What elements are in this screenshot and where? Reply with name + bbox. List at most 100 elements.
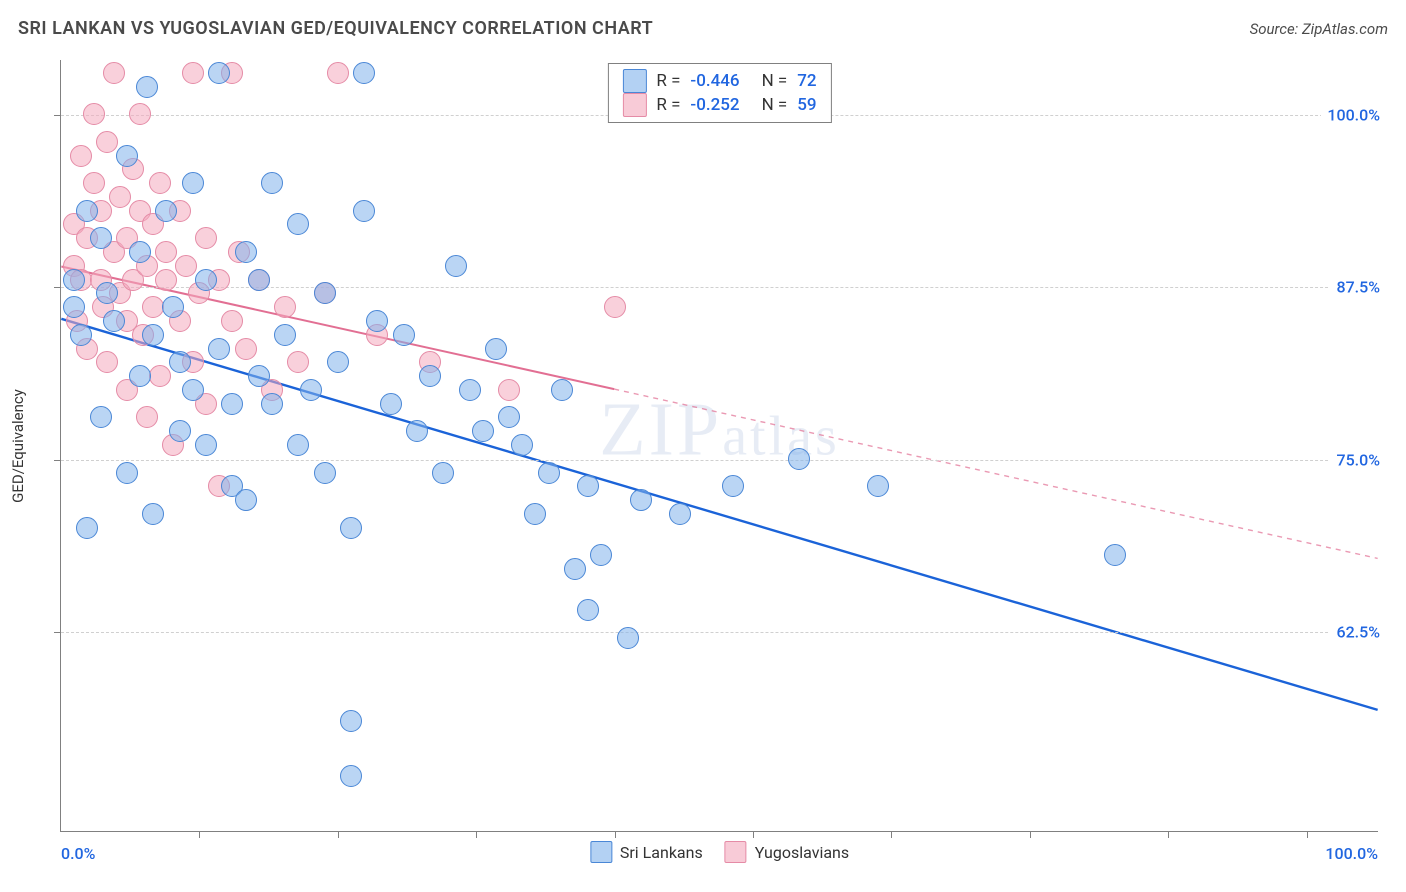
scatter-point-blue (590, 544, 612, 566)
legend-r-key: R = (656, 95, 680, 115)
scatter-point-pink (149, 365, 171, 387)
legend-n-key: N = (762, 95, 788, 115)
legend-n-blue: 72 (797, 71, 816, 91)
scatter-point-blue (208, 338, 230, 360)
y-tick-label: 62.5% (1330, 623, 1380, 642)
scatter-point-blue (327, 351, 349, 373)
scatter-point-blue (393, 324, 415, 346)
scatter-point-blue (96, 282, 118, 304)
scatter-point-blue (300, 379, 322, 401)
scatter-point-blue (116, 462, 138, 484)
source-label: Source: ZipAtlas.com (1250, 20, 1388, 38)
y-tick-label: 87.5% (1330, 278, 1380, 297)
scatter-point-blue (129, 365, 151, 387)
scatter-point-pink (274, 296, 296, 318)
scatter-point-pink (83, 103, 105, 125)
x-tick (1030, 831, 1031, 838)
scatter-point-blue (340, 517, 362, 539)
series-legend: Sri Lankans Yugoslavians (590, 841, 849, 863)
x-tick (891, 831, 892, 838)
scatter-point-pink (155, 269, 177, 291)
scatter-point-blue (261, 393, 283, 415)
legend-swatch-pink (622, 93, 646, 117)
scatter-point-blue (617, 627, 639, 649)
scatter-point-blue (155, 200, 177, 222)
scatter-point-pink (96, 351, 118, 373)
gridline (61, 460, 1378, 461)
scatter-point-blue (142, 503, 164, 525)
scatter-point-pink (175, 255, 197, 277)
x-tick (753, 831, 754, 838)
scatter-point-blue (70, 324, 92, 346)
scatter-point-pink (129, 103, 151, 125)
scatter-point-blue (867, 475, 889, 497)
trend-lines (61, 60, 1378, 831)
legend-n-key: N = (762, 71, 788, 91)
scatter-point-blue (63, 296, 85, 318)
scatter-point-blue (221, 393, 243, 415)
scatter-point-pink (149, 172, 171, 194)
y-tick-label: 75.0% (1330, 450, 1380, 469)
scatter-point-blue (551, 379, 573, 401)
legend-swatch-blue (622, 69, 646, 93)
scatter-point-pink (287, 351, 309, 373)
scatter-point-blue (90, 406, 112, 428)
scatter-point-blue (169, 351, 191, 373)
scatter-point-blue (136, 76, 158, 98)
chart-title: SRI LANKAN VS YUGOSLAVIAN GED/EQUIVALENC… (18, 18, 653, 39)
y-tick (54, 632, 61, 633)
scatter-point-blue (248, 365, 270, 387)
scatter-point-blue (287, 434, 309, 456)
scatter-point-blue (538, 462, 560, 484)
scatter-point-blue (142, 324, 164, 346)
x-tick (615, 831, 616, 838)
scatter-point-blue (314, 462, 336, 484)
scatter-point-blue (63, 269, 85, 291)
scatter-point-pink (498, 379, 520, 401)
scatter-point-blue (129, 241, 151, 263)
scatter-point-blue (406, 420, 428, 442)
scatter-point-blue (182, 379, 204, 401)
scatter-point-blue (669, 503, 691, 525)
chart-container: { "title": "SRI LANKAN VS YUGOSLAVIAN GE… (0, 0, 1406, 892)
scatter-point-blue (498, 406, 520, 428)
y-tick (54, 287, 61, 288)
scatter-point-blue (314, 282, 336, 304)
scatter-point-pink (70, 145, 92, 167)
series-label-blue: Sri Lankans (620, 843, 703, 862)
series-swatch-pink (725, 841, 747, 863)
scatter-point-pink (604, 296, 626, 318)
scatter-point-blue (182, 172, 204, 194)
y-tick-label: 100.0% (1321, 106, 1380, 125)
y-tick (54, 115, 61, 116)
scatter-point-blue (459, 379, 481, 401)
scatter-point-blue (1104, 544, 1126, 566)
scatter-point-blue (248, 269, 270, 291)
legend-r-pink: -0.252 (690, 95, 739, 115)
scatter-point-blue (274, 324, 296, 346)
scatter-point-blue (577, 599, 599, 621)
x-axis-end-label: 100.0% (1325, 844, 1378, 863)
scatter-point-blue (261, 172, 283, 194)
scatter-point-blue (366, 310, 388, 332)
scatter-point-blue (235, 241, 257, 263)
x-tick (476, 831, 477, 838)
scatter-point-blue (340, 710, 362, 732)
series-legend-pink: Yugoslavians (725, 841, 849, 863)
scatter-point-blue (195, 269, 217, 291)
scatter-point-blue (432, 462, 454, 484)
scatter-point-pink (155, 241, 177, 263)
x-tick (199, 831, 200, 838)
scatter-point-pink (182, 62, 204, 84)
scatter-point-pink (96, 131, 118, 153)
series-swatch-blue (590, 841, 612, 863)
scatter-point-blue (564, 558, 586, 580)
scatter-point-blue (103, 310, 125, 332)
x-axis-start-label: 0.0% (61, 844, 95, 863)
scatter-point-pink (327, 62, 349, 84)
y-axis-label: GED/Equivalency (9, 389, 27, 503)
legend-r-key: R = (656, 71, 680, 91)
scatter-point-blue (511, 434, 533, 456)
scatter-point-blue (169, 420, 191, 442)
legend-row-blue: R = -0.446 N = 72 (622, 69, 816, 93)
